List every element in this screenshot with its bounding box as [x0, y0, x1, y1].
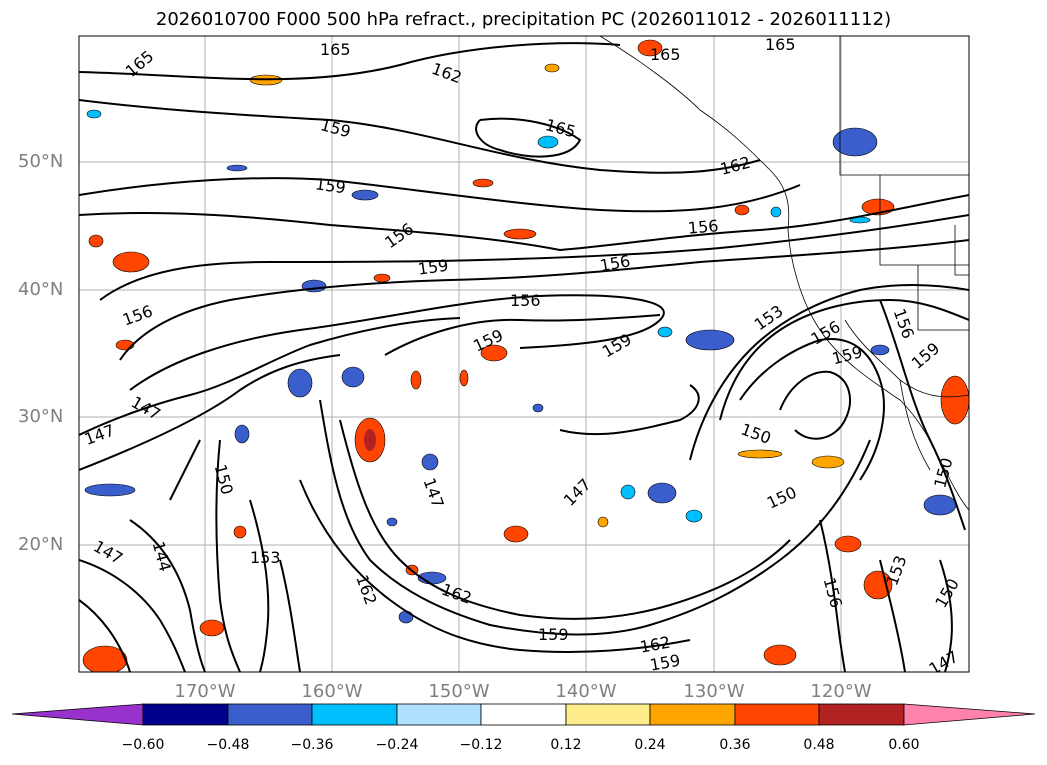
lon-label: 150°W — [428, 681, 490, 702]
lat-label: 30°N — [18, 406, 64, 427]
colorbar-tick-label: −0.12 — [459, 737, 503, 753]
colorbar-bin — [734, 703, 820, 726]
lat-label: 50°N — [18, 151, 64, 172]
colorbar-tick-label: 0.60 — [888, 737, 920, 753]
graticule — [79, 36, 969, 672]
map-frame — [78, 35, 970, 673]
lon-label: 140°W — [555, 681, 617, 702]
contour-label: 159 — [314, 174, 347, 197]
lon-label: 160°W — [301, 681, 363, 702]
contour-label: 156 — [687, 216, 719, 238]
lon-label: 170°W — [174, 681, 236, 702]
figure-title: 2026010700 F000 500 hPa refract., precip… — [155, 9, 892, 30]
colorbar-tick-label: 0.12 — [550, 737, 582, 753]
colorbar-overflow — [903, 703, 1036, 726]
colorbar-tick-label: 0.48 — [803, 737, 835, 753]
colorbar-tick-label: −0.48 — [206, 737, 250, 753]
contour-label: 153 — [250, 548, 281, 567]
colorbar — [11, 703, 1036, 726]
colorbar-bin — [142, 703, 229, 726]
contour-label: 159 — [417, 256, 450, 279]
lat-label: 40°N — [18, 279, 64, 300]
colorbar-tick-label: −0.36 — [290, 737, 334, 753]
colorbar-tick-label: 0.36 — [719, 737, 751, 753]
contour-label: 159 — [538, 625, 569, 644]
lat-label: 20°N — [18, 534, 64, 555]
colorbar-bin — [480, 703, 567, 726]
colorbar-bin — [311, 703, 398, 726]
contour-label: 165 — [320, 40, 351, 59]
colorbar-bin — [396, 703, 482, 726]
map-background — [79, 36, 969, 672]
contour-label: 165 — [650, 45, 681, 64]
colorbar-tick-label: −0.24 — [375, 737, 419, 753]
contour-label: 165 — [765, 35, 796, 54]
colorbar-bin — [565, 703, 651, 726]
colorbar-tick-label: −0.60 — [121, 737, 165, 753]
contour-label: 156 — [510, 291, 541, 310]
lon-label: 120°W — [810, 681, 872, 702]
contour-label: 159 — [648, 651, 681, 675]
refractivity-contours — [79, 42, 969, 672]
colorbar-tick-label: 0.24 — [634, 737, 666, 753]
colorbar-underflow — [11, 703, 144, 726]
lon-label: 130°W — [683, 681, 745, 702]
colorbar-bin — [649, 703, 736, 726]
colorbar-bin — [818, 703, 905, 726]
colorbar-bin — [227, 703, 313, 726]
